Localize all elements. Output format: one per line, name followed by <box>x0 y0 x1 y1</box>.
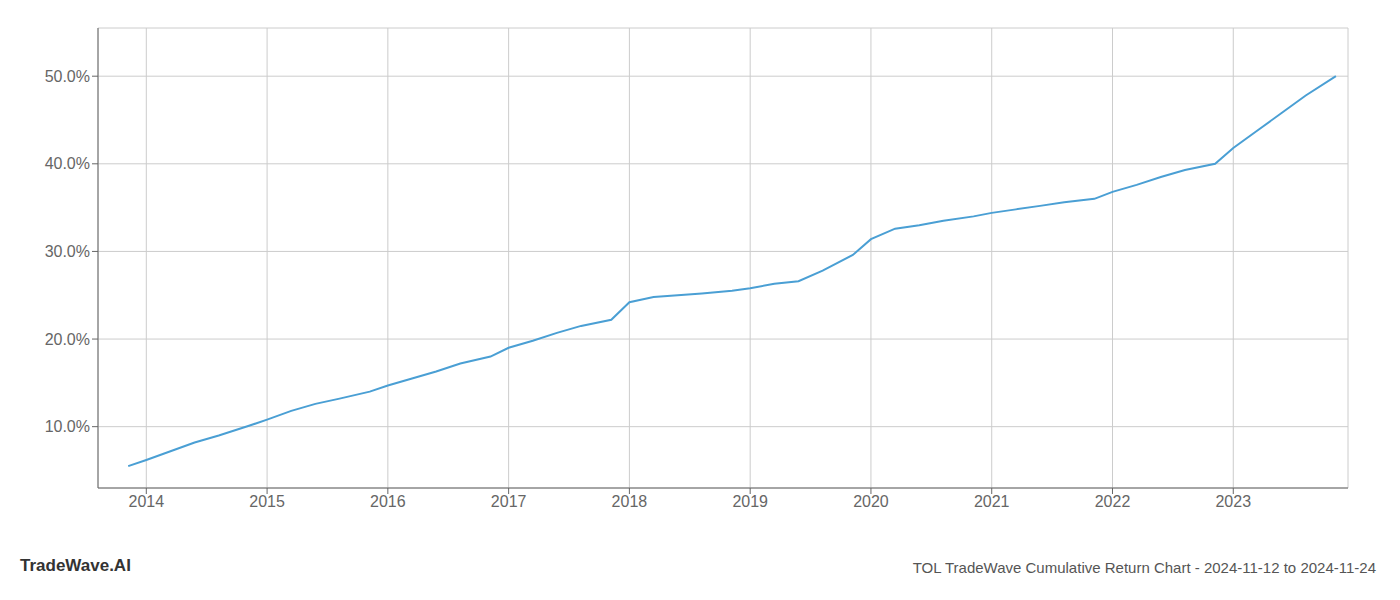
svg-text:50.0%: 50.0% <box>45 68 90 85</box>
svg-text:20.0%: 20.0% <box>45 331 90 348</box>
svg-text:2017: 2017 <box>491 493 527 510</box>
svg-text:2014: 2014 <box>129 493 165 510</box>
svg-text:2019: 2019 <box>732 493 768 510</box>
svg-text:2022: 2022 <box>1095 493 1131 510</box>
svg-text:2023: 2023 <box>1215 493 1251 510</box>
svg-text:2021: 2021 <box>974 493 1010 510</box>
svg-text:2020: 2020 <box>853 493 889 510</box>
svg-text:2015: 2015 <box>249 493 285 510</box>
svg-text:10.0%: 10.0% <box>45 418 90 435</box>
svg-text:2018: 2018 <box>612 493 648 510</box>
html-text:TOL TradeWave Cumulative Retur: TOL TradeWave Cumulative Return Chart - … <box>912 559 1376 576</box>
svg-text:2016: 2016 <box>370 493 406 510</box>
svg-text:40.0%: 40.0% <box>45 155 90 172</box>
html-text:TradeWave.AI: TradeWave.AI <box>20 556 131 575</box>
svg-text:30.0%: 30.0% <box>45 243 90 260</box>
